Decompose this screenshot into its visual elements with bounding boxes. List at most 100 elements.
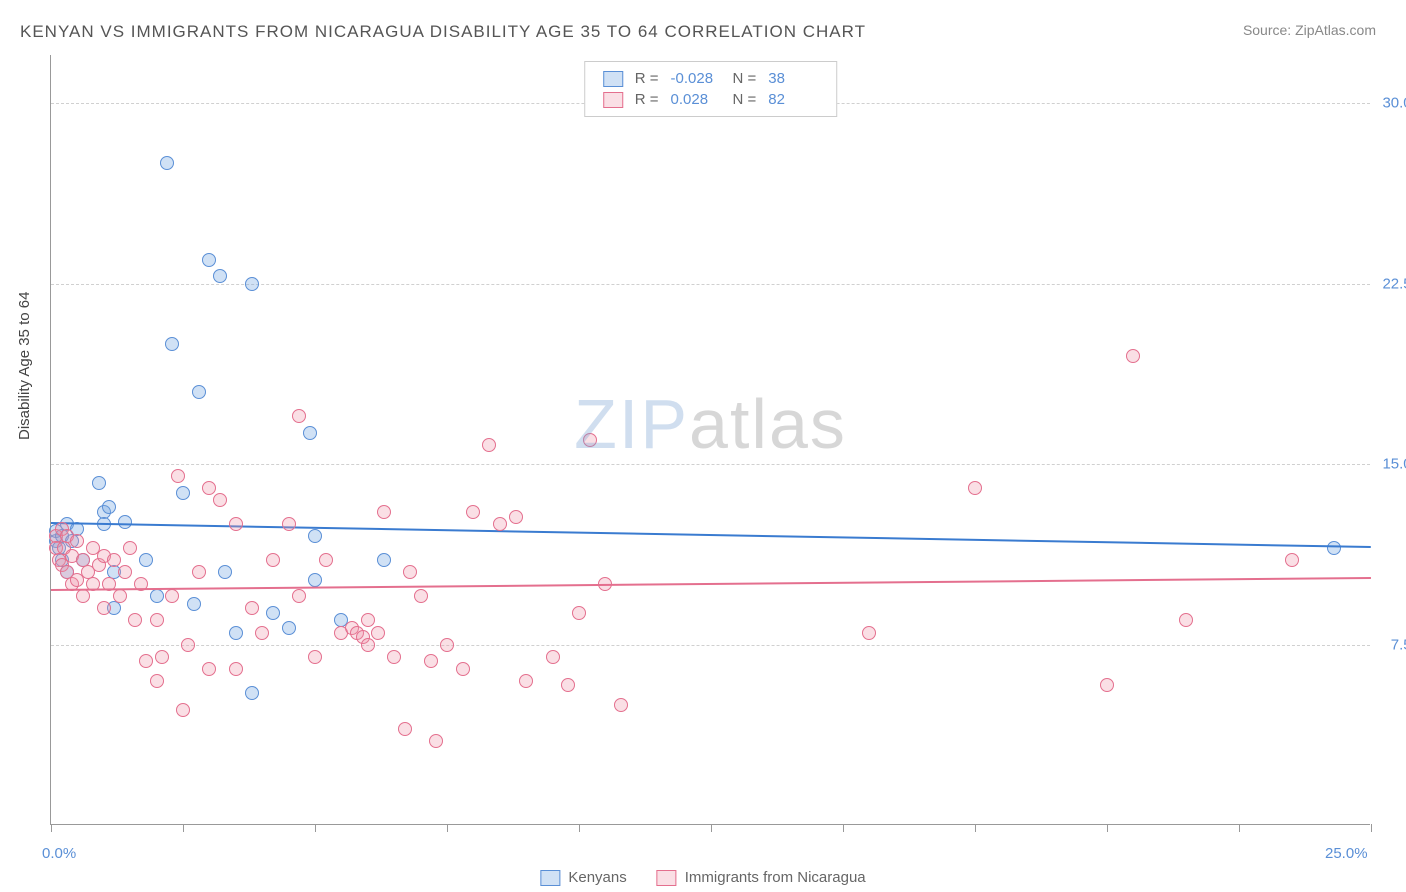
scatter-point	[229, 662, 243, 676]
scatter-point	[187, 597, 201, 611]
scatter-point	[308, 529, 322, 543]
scatter-point	[213, 269, 227, 283]
watermark-atlas: atlas	[689, 385, 847, 463]
scatter-point	[1285, 553, 1299, 567]
scatter-point	[139, 654, 153, 668]
legend-swatch	[603, 71, 623, 87]
scatter-point	[150, 589, 164, 603]
correlation-stats-box: R =-0.028N =38R =0.028N =82	[584, 61, 838, 117]
scatter-point	[70, 534, 84, 548]
scatter-point	[282, 517, 296, 531]
scatter-point	[229, 517, 243, 531]
scatter-point	[429, 734, 443, 748]
scatter-point	[123, 541, 137, 555]
trend-line	[51, 522, 1371, 548]
gridline	[51, 464, 1370, 465]
scatter-point	[572, 606, 586, 620]
r-label: R =	[635, 91, 659, 108]
scatter-point	[118, 565, 132, 579]
scatter-point	[583, 433, 597, 447]
legend-label: Kenyans	[568, 869, 626, 886]
watermark-logo: ZIPatlas	[574, 384, 847, 464]
scatter-point	[171, 469, 185, 483]
y-axis-label: Disability Age 35 to 64	[16, 292, 33, 440]
scatter-point	[255, 626, 269, 640]
scatter-point	[202, 662, 216, 676]
scatter-point	[509, 510, 523, 524]
n-value: 38	[768, 70, 818, 87]
scatter-chart: ZIPatlas R =-0.028N =38R =0.028N =82 7.5…	[50, 55, 1370, 825]
bottom-legend: Kenyans Immigrants from Nicaragua	[540, 869, 865, 886]
x-tick	[1371, 824, 1372, 832]
y-tick-label: 7.5%	[1391, 636, 1406, 653]
scatter-point	[165, 337, 179, 351]
scatter-point	[229, 626, 243, 640]
scatter-point	[968, 481, 982, 495]
scatter-point	[546, 650, 560, 664]
scatter-point	[118, 515, 132, 529]
scatter-point	[155, 650, 169, 664]
y-tick-label: 22.5%	[1382, 275, 1406, 292]
scatter-point	[466, 505, 480, 519]
scatter-point	[282, 621, 296, 635]
scatter-point	[308, 573, 322, 587]
legend-swatch	[540, 870, 560, 886]
y-tick-label: 15.0%	[1382, 456, 1406, 473]
r-value: 0.028	[671, 91, 721, 108]
scatter-point	[113, 589, 127, 603]
scatter-point	[862, 626, 876, 640]
y-tick-label: 30.0%	[1382, 95, 1406, 112]
scatter-point	[266, 553, 280, 567]
scatter-point	[102, 500, 116, 514]
n-value: 82	[768, 91, 818, 108]
scatter-point	[292, 589, 306, 603]
scatter-point	[519, 674, 533, 688]
scatter-point	[92, 476, 106, 490]
watermark-zip: ZIP	[574, 385, 689, 463]
scatter-point	[176, 703, 190, 717]
x-tick	[315, 824, 316, 832]
scatter-point	[202, 253, 216, 267]
scatter-point	[1327, 541, 1341, 555]
scatter-point	[414, 589, 428, 603]
scatter-point	[377, 553, 391, 567]
scatter-point	[1100, 678, 1114, 692]
scatter-point	[371, 626, 385, 640]
scatter-point	[213, 493, 227, 507]
x-tick-label: 25.0%	[1325, 845, 1368, 862]
x-tick	[51, 824, 52, 832]
source-label: Source: ZipAtlas.com	[1243, 22, 1376, 38]
trend-line	[51, 577, 1371, 591]
x-tick	[711, 824, 712, 832]
scatter-point	[181, 638, 195, 652]
n-label: N =	[733, 70, 757, 87]
scatter-point	[150, 674, 164, 688]
legend-item: Immigrants from Nicaragua	[657, 869, 866, 886]
scatter-point	[1179, 613, 1193, 627]
scatter-point	[266, 606, 280, 620]
scatter-point	[139, 553, 153, 567]
x-tick	[183, 824, 184, 832]
scatter-point	[192, 565, 206, 579]
scatter-point	[319, 553, 333, 567]
scatter-point	[424, 654, 438, 668]
scatter-point	[160, 156, 174, 170]
scatter-point	[107, 553, 121, 567]
r-label: R =	[635, 70, 659, 87]
scatter-point	[1126, 349, 1140, 363]
scatter-point	[245, 601, 259, 615]
x-tick	[447, 824, 448, 832]
scatter-point	[176, 486, 190, 500]
scatter-point	[97, 601, 111, 615]
legend-swatch	[657, 870, 677, 886]
scatter-point	[403, 565, 417, 579]
scatter-point	[218, 565, 232, 579]
chart-title: KENYAN VS IMMIGRANTS FROM NICARAGUA DISA…	[20, 22, 866, 42]
scatter-point	[192, 385, 206, 399]
scatter-point	[292, 409, 306, 423]
legend-label: Immigrants from Nicaragua	[685, 869, 866, 886]
stats-row: R =-0.028N =38	[603, 68, 819, 89]
scatter-point	[398, 722, 412, 736]
scatter-point	[76, 589, 90, 603]
gridline	[51, 645, 1370, 646]
